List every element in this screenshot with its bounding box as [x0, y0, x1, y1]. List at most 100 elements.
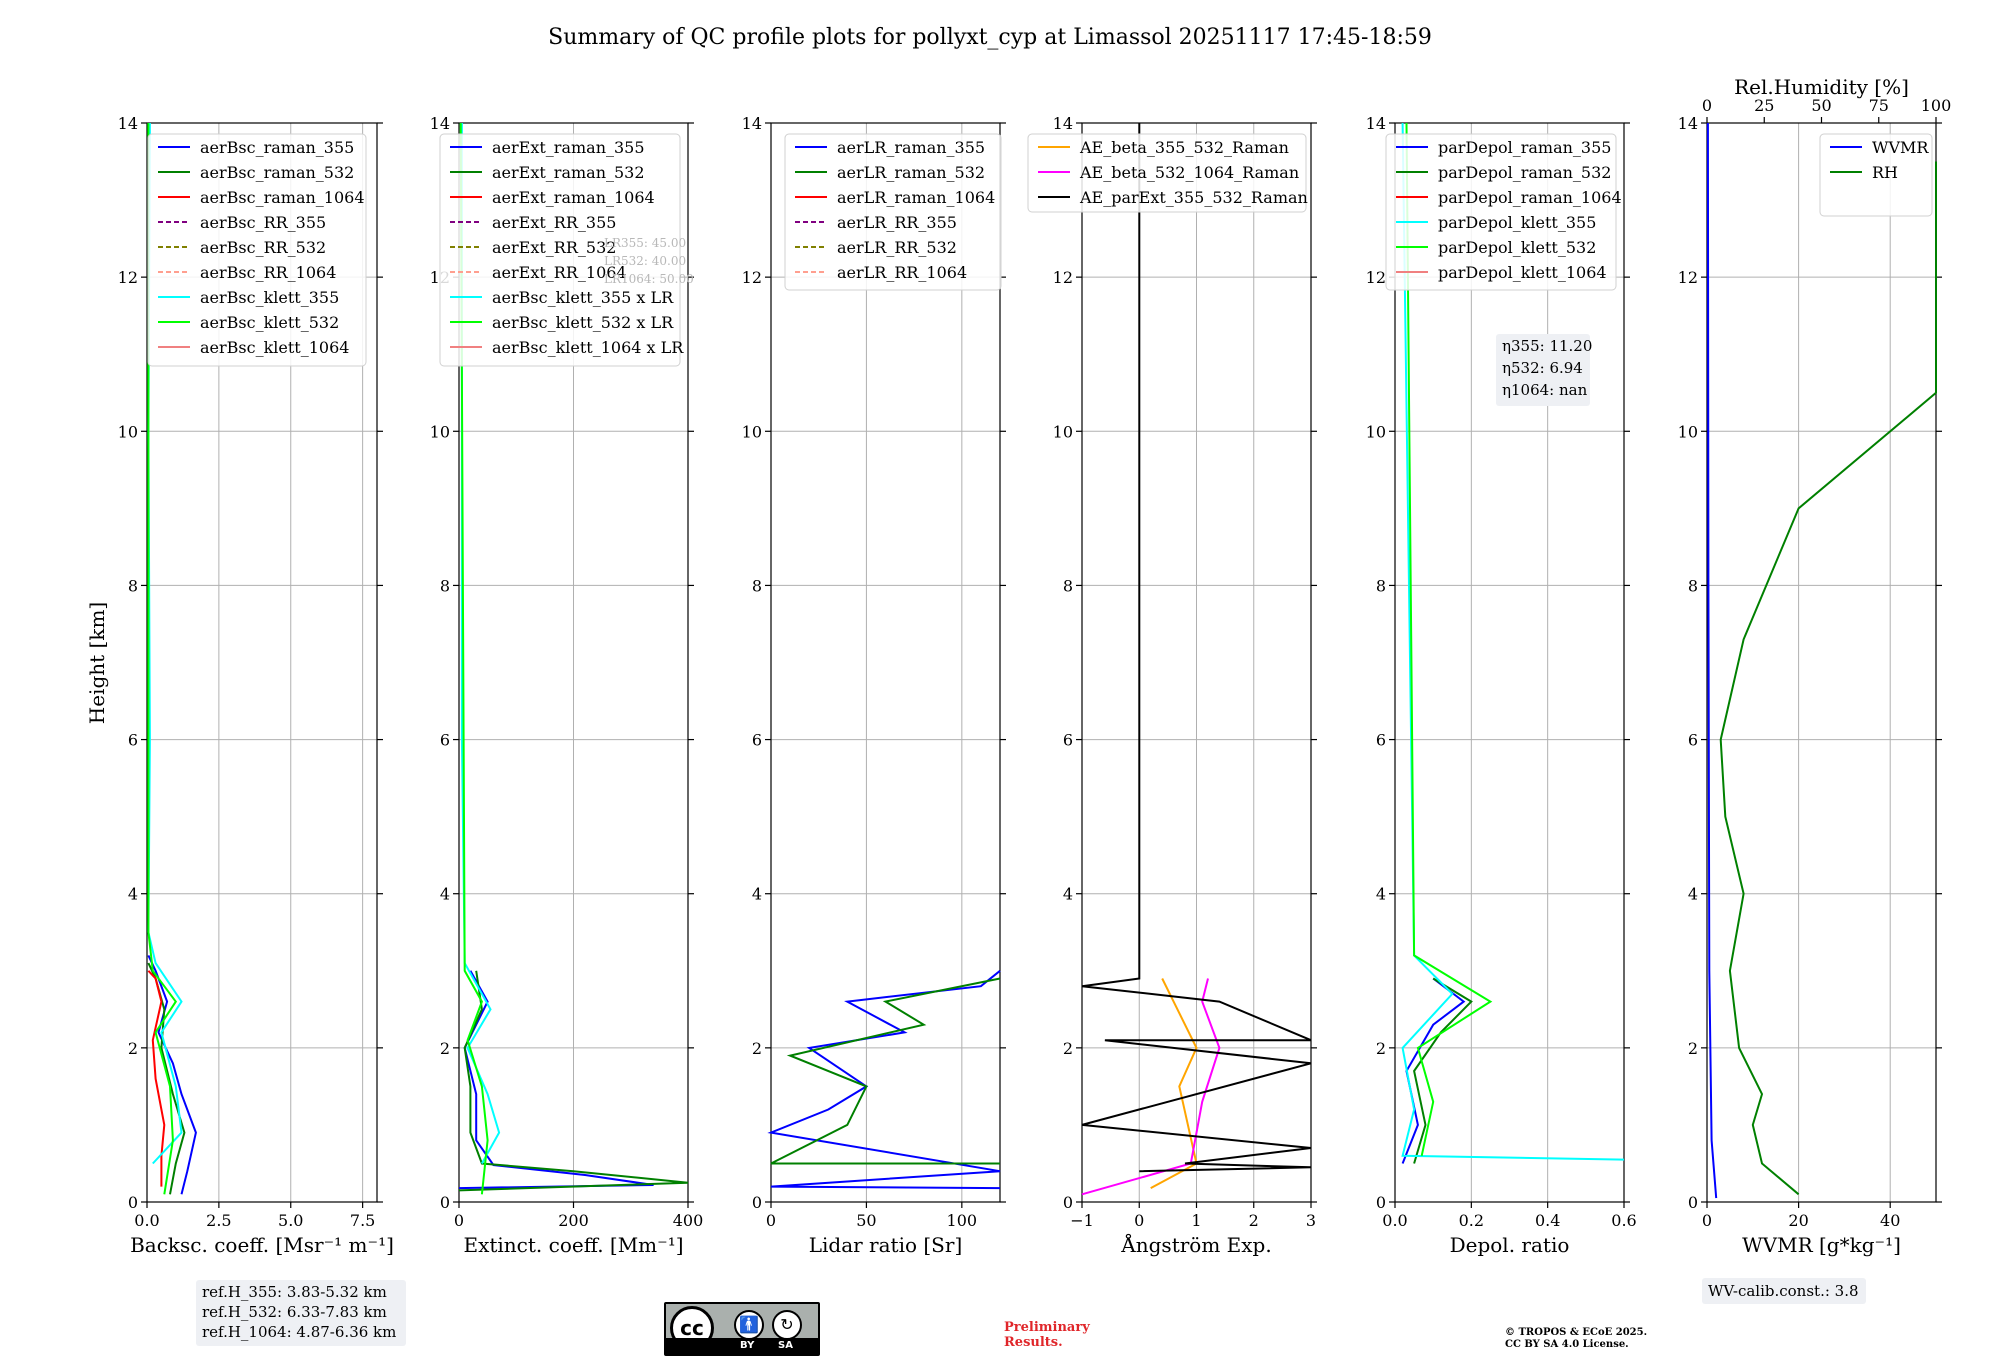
- lidar-ratio-note: LR1064: 50.00: [604, 272, 694, 286]
- y-tick-label: 4: [1063, 885, 1073, 904]
- legend-label: aerExt_RR_355: [492, 213, 616, 232]
- legend: parDepol_raman_355 parDepol_raman_532 parD…: [1385, 133, 1622, 291]
- legend-label: WVMR: [1872, 138, 1929, 157]
- legend-label: parDepol_raman_1064: [1438, 188, 1622, 207]
- top-tick-label: 25: [1754, 96, 1774, 115]
- y-tick-label: 8: [128, 576, 138, 595]
- legend-label: aerExt_raman_355: [492, 138, 645, 157]
- x-tick-label: 0.0: [1382, 1211, 1407, 1230]
- y-tick-label: 10: [1366, 422, 1386, 441]
- y-tick-label: 2: [1376, 1039, 1386, 1058]
- legend-label: aerBsc_klett_1064: [200, 338, 349, 357]
- x-tick-label: 2.5: [206, 1211, 231, 1230]
- x-axis-label: Extinct. coeff. [Mm⁻¹]: [463, 1233, 683, 1257]
- wv-calibration-box: WV-calib.const.: 3.8: [1702, 1278, 1866, 1304]
- legend-frame: [1819, 133, 1933, 217]
- reference-height-box: ref.H_355: 3.83-5.32 km ref.H_532: 6.33-…: [196, 1280, 406, 1346]
- series-line-aerBsc_klett_532 x LR: [459, 122, 489, 1195]
- axes-frame: [1394, 122, 1625, 1203]
- y-tick-label: 14: [742, 114, 762, 133]
- legend-label: aerBsc_raman_1064: [200, 188, 365, 207]
- x-tick-label: −1: [1070, 1211, 1094, 1230]
- legend-label: AE_beta_532_1064_Raman: [1079, 163, 1299, 182]
- preliminary-line-2: Results.: [1004, 1335, 1063, 1350]
- lidar-ratio-note: LR532: 40.00: [604, 254, 686, 268]
- legend-label: aerExt_raman_532: [492, 163, 645, 182]
- y-tick-label: 14: [430, 114, 450, 133]
- top-tick-label: 50: [1811, 96, 1831, 115]
- y-tick-label: 10: [1053, 422, 1073, 441]
- legend-label: aerBsc_klett_355: [200, 288, 339, 307]
- legend-label: parDepol_klett_355: [1438, 213, 1596, 232]
- legend-label: aerBsc_raman_355: [200, 138, 354, 157]
- panel-5: 0 2 4 6 8 10 12 14 0.0 0.2 0.4 0.6 Depol. ratio parDe…: [1366, 114, 1637, 1257]
- y-tick-label: 12: [1678, 268, 1698, 287]
- y-tick-label: 2: [128, 1039, 138, 1058]
- y-tick-label: 6: [1063, 731, 1073, 750]
- legend: AE_beta_355_532_Raman AE_beta_532_1064_Ra…: [1027, 133, 1308, 213]
- y-tick-label: 10: [742, 422, 762, 441]
- license-bar: BY SA: [666, 1338, 818, 1354]
- legend: aerExt_raman_355 aerExt_raman_532 aerExt_r…: [439, 133, 684, 367]
- x-tick-label: 0: [766, 1211, 776, 1230]
- legend-label: parDepol_raman_355: [1438, 138, 1611, 157]
- ref-h-532: ref.H_532: 6.33-7.83 km: [202, 1303, 387, 1321]
- y-tick-label: 8: [1063, 576, 1073, 595]
- x-tick-label: 0: [454, 1211, 464, 1230]
- x-axis-label: WVMR [g*kg⁻¹]: [1742, 1233, 1901, 1257]
- y-tick-label: 12: [1366, 268, 1386, 287]
- y-tick-label: 14: [1366, 114, 1386, 133]
- x-tick-label: 7.5: [350, 1211, 375, 1230]
- legend-label: aerBsc_RR_355: [200, 213, 326, 232]
- series-line-AE_beta_355_532_Raman: [1150, 978, 1198, 1189]
- x-tick-label: 0.2: [1459, 1211, 1484, 1230]
- legend: WVMR RH: [1819, 133, 1933, 217]
- ref-h-355: ref.H_355: 3.83-5.32 km: [202, 1283, 387, 1301]
- y-tick-label: 4: [1376, 885, 1386, 904]
- legend-label: AE_beta_355_532_Raman: [1079, 138, 1289, 157]
- series-line-aerExt_raman_355: [458, 970, 654, 1190]
- legend-label: aerBsc_klett_355 x LR: [492, 288, 674, 307]
- x-tick-label: 50: [856, 1211, 876, 1230]
- y-axis-label: Height [km]: [85, 602, 109, 724]
- legend-label: aerExt_RR_532: [492, 238, 616, 257]
- by-label: BY: [740, 1340, 755, 1351]
- eta-label: η1064: nan: [1502, 381, 1588, 399]
- y-tick-label: 10: [1678, 422, 1698, 441]
- y-tick-label: 6: [440, 731, 450, 750]
- legend-label: aerLR_raman_355: [837, 138, 985, 157]
- x-tick-label: 100: [947, 1211, 978, 1230]
- legend-label: aerExt_RR_1064: [492, 263, 627, 282]
- x-tick-label: 3: [1306, 1211, 1316, 1230]
- series-line-aerLR_raman_355: [767, 970, 1001, 1190]
- legend-label: parDepol_raman_532: [1438, 163, 1611, 182]
- series-line-AE_beta_532_1064_Raman: [1081, 978, 1221, 1196]
- legend-label: aerBsc_klett_532: [200, 313, 339, 332]
- legend-label: RH: [1872, 163, 1898, 182]
- copyright-line-1: © TROPOS & ECoE 2025.: [1505, 1327, 1648, 1338]
- legend-label: aerBsc_RR_532: [200, 238, 326, 257]
- y-tick-label: 2: [1063, 1039, 1073, 1058]
- by-person-icon: 🚹: [734, 1310, 764, 1340]
- y-tick-label: 4: [1688, 885, 1698, 904]
- y-tick-label: 8: [1376, 576, 1386, 595]
- legend-label: aerBsc_klett_1064 x LR: [492, 338, 684, 357]
- top-tick-label: 75: [1869, 96, 1889, 115]
- y-tick-label: 6: [128, 731, 138, 750]
- legend-label: aerBsc_klett_532 x LR: [492, 313, 674, 332]
- top-tick-label: 100: [1921, 96, 1952, 115]
- y-tick-label: 4: [128, 885, 138, 904]
- y-tick-label: 8: [752, 576, 762, 595]
- legend-label: aerBsc_RR_1064: [200, 263, 336, 282]
- copyright-line-2: CC BY SA 4.0 License.: [1505, 1339, 1629, 1350]
- legend-label: aerLR_raman_1064: [837, 188, 995, 207]
- eta-label: η355: 11.20: [1502, 337, 1592, 355]
- x-tick-label: 0.6: [1611, 1211, 1636, 1230]
- series-line-aerBsc_klett_532: [147, 123, 178, 1195]
- y-tick-label: 2: [752, 1039, 762, 1058]
- y-tick-label: 4: [752, 885, 762, 904]
- legend-frame: [439, 133, 681, 367]
